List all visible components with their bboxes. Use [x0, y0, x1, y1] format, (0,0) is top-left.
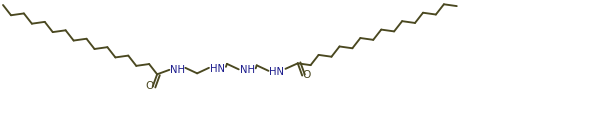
Text: NH: NH [170, 65, 185, 75]
Text: HN: HN [210, 64, 225, 74]
Text: O: O [302, 70, 310, 80]
Text: NH: NH [240, 65, 255, 75]
Text: O: O [146, 81, 154, 91]
Text: HN: HN [269, 67, 285, 77]
